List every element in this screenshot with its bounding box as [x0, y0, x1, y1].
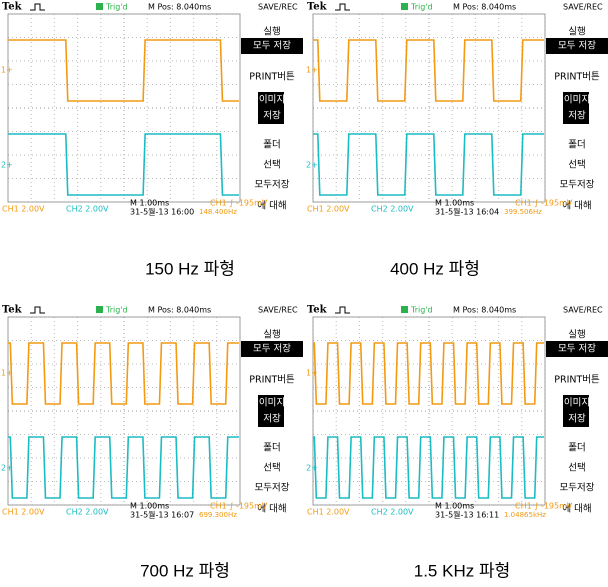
trigger-state: Trig'd — [410, 306, 433, 315]
menu-item: 실행 — [568, 26, 585, 38]
menu-item: 이미지 — [259, 95, 285, 106]
brand: Tek — [307, 2, 328, 13]
menu-title: SAVE/REC — [563, 3, 603, 12]
menu-item: 저장 — [568, 111, 586, 122]
ch1-scale: CH1 2.00V — [307, 205, 350, 214]
trig-indicator — [401, 3, 408, 10]
ch1-marker: 1+ — [306, 369, 318, 378]
menu-item: 모두 저장 — [558, 41, 596, 52]
trigger-level: CH1 ∫ -195mV — [210, 199, 268, 208]
menu-item: 모두저장 — [560, 180, 595, 191]
ch2-marker: 2+ — [306, 161, 318, 170]
menu-item: 이미지 — [259, 398, 285, 409]
frequency: 148.400Hz — [199, 208, 237, 216]
datetime: 31-5월-13 16:11 — [435, 510, 499, 520]
menu-item: 저장 — [263, 111, 281, 122]
caption: 1.5 KHz 파형 — [414, 561, 510, 580]
menu-item: PRINT버튼 — [249, 375, 295, 386]
caption: 150 Hz 파형 — [145, 259, 235, 278]
trigger-state: Trig'd — [105, 306, 128, 315]
ch1-marker: 1+ — [306, 66, 318, 75]
menu-item: 모두 저장 — [558, 344, 596, 355]
timebase: M 1.00ms — [130, 502, 169, 511]
menu-item: 실행 — [263, 329, 280, 341]
scope-screenshot: Tek Trig'd M Pos: 8.040ms SAVE/REC 1+ 2+ 실행모두 … — [0, 303, 303, 520]
brand: Tek — [2, 2, 23, 13]
timebase: M 1.00ms — [130, 199, 169, 208]
scope-screenshot: Tek Trig'd M Pos: 8.040ms SAVE/REC 1+ 2+ 실행모두 … — [305, 0, 608, 217]
position: M Pos: 8.040ms — [148, 306, 211, 315]
timebase: M 1.00ms — [435, 199, 474, 208]
menu-item: 폴더 — [263, 140, 280, 151]
menu-item: 모두저장 — [255, 483, 290, 494]
ch1-scale: CH1 2.00V — [307, 508, 350, 517]
menu-item: 선택 — [568, 160, 585, 171]
brand: Tek — [307, 305, 328, 316]
position: M Pos: 8.040ms — [453, 306, 516, 315]
ch2-marker: 2+ — [1, 464, 13, 473]
datetime: 31-5월-13 16:00 — [130, 207, 194, 217]
timebase: M 1.00ms — [435, 502, 474, 511]
menu-item: 선택 — [263, 463, 280, 474]
menu-item: 폴더 — [568, 140, 585, 151]
trigger-level: CH1 ∫ -195mV — [210, 502, 268, 511]
menu-title: SAVE/REC — [563, 306, 603, 315]
trig-indicator — [401, 306, 408, 313]
menu-item: 모두저장 — [255, 180, 290, 191]
datetime: 31-5월-13 16:04 — [435, 207, 499, 217]
ch1-marker: 1+ — [1, 369, 13, 378]
frequency: 399.506Hz — [504, 208, 542, 216]
menu-item: 저장 — [568, 414, 586, 425]
trigger-state: Trig'd — [105, 3, 128, 12]
ch2-scale: CH2 2.00V — [66, 508, 109, 517]
menu-item: 실행 — [263, 26, 280, 38]
ch2-marker: 2+ — [306, 464, 318, 473]
ch2-scale: CH2 2.00V — [371, 205, 414, 214]
caption: 700 Hz 파형 — [140, 561, 230, 580]
menu-item: 이미지 — [564, 398, 590, 409]
menu-item: 저장 — [263, 414, 281, 425]
position: M Pos: 8.040ms — [453, 3, 516, 12]
menu-item: 모두 저장 — [253, 344, 291, 355]
frequency: 1.04865kHz — [504, 511, 546, 519]
position: M Pos: 8.040ms — [148, 3, 211, 12]
ch2-scale: CH2 2.00V — [371, 508, 414, 517]
menu-item: 모두 저장 — [253, 41, 291, 52]
frequency: 699.300Hz — [199, 511, 237, 519]
menu-item: 폴더 — [568, 443, 585, 454]
caption: 400 Hz 파형 — [390, 259, 480, 278]
trigger-state: Trig'd — [410, 3, 433, 12]
menu-item: PRINT버튼 — [249, 72, 295, 83]
menu-item: 실행 — [568, 329, 585, 341]
figure: TekTrig'dM Pos: 8.040msSAVE/REC1+2+실행모두 … — [0, 0, 608, 583]
menu-item: 모두저장 — [560, 483, 595, 494]
ch2-marker: 2+ — [1, 161, 13, 170]
menu-title: SAVE/REC — [258, 3, 298, 12]
ch1-scale: CH1 2.00V — [2, 508, 45, 517]
menu-item: 선택 — [263, 160, 280, 171]
scope-screenshot: Tek Trig'd M Pos: 8.040ms SAVE/REC 1+ 2+ 실행모두 … — [305, 303, 608, 520]
datetime: 31-5월-13 16:07 — [130, 510, 194, 520]
trigger-level: CH1 ∫ -195mV — [515, 502, 573, 511]
trig-indicator — [96, 306, 103, 313]
menu-item: PRINT버튼 — [554, 375, 600, 386]
ch2-scale: CH2 2.00V — [66, 205, 109, 214]
menu-item: 이미지 — [564, 95, 590, 106]
brand: Tek — [2, 305, 23, 316]
menu-title: SAVE/REC — [258, 306, 298, 315]
menu-item: PRINT버튼 — [554, 72, 600, 83]
menu-item: 선택 — [568, 463, 585, 474]
ch1-marker: 1+ — [1, 66, 13, 75]
ch1-scale: CH1 2.00V — [2, 205, 45, 214]
trig-indicator — [96, 3, 103, 10]
menu-item: 폴더 — [263, 443, 280, 454]
trigger-level: CH1 ∫ -195mV — [515, 199, 573, 208]
scope-screenshot: Tek Trig'd M Pos: 8.040ms SAVE/REC 1+ 2+ 실행모두 … — [0, 0, 303, 217]
